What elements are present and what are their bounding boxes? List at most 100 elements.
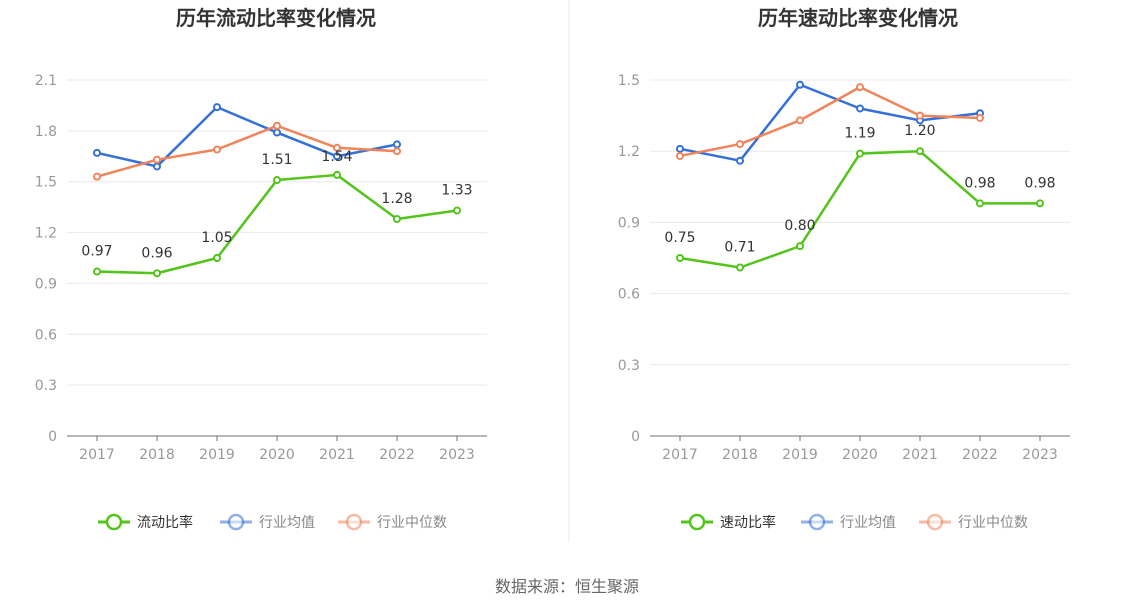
data-label: 0.80 xyxy=(784,218,815,234)
x-tick-label: 2017 xyxy=(662,447,698,463)
data-point xyxy=(153,269,161,278)
data-point xyxy=(976,199,984,208)
data-label: 0.71 xyxy=(724,239,755,255)
data-point xyxy=(856,149,864,158)
data-point xyxy=(856,83,864,92)
data-label: 0.96 xyxy=(141,245,172,261)
data-point xyxy=(796,242,804,251)
y-tick-label: 0.3 xyxy=(35,378,57,394)
legend-item-2[interactable]: 行业中位数 xyxy=(919,513,1028,531)
data-point xyxy=(333,143,341,152)
legend-marker-icon xyxy=(926,513,944,531)
legend-marker-icon xyxy=(808,513,826,531)
data-label: 1.33 xyxy=(441,183,472,199)
data-point xyxy=(976,113,984,122)
data-point xyxy=(916,111,924,120)
data-label: 0.97 xyxy=(81,244,112,260)
data-point xyxy=(93,148,101,157)
data-point xyxy=(273,128,281,137)
data-point xyxy=(333,170,341,179)
x-tick-label: 2023 xyxy=(439,447,475,463)
y-tick-label: 0 xyxy=(48,429,57,445)
data-label: 0.98 xyxy=(1024,175,1055,191)
y-tick-label: 1.5 xyxy=(618,73,640,89)
legend-label: 行业均值 xyxy=(259,515,315,531)
legend-item-1[interactable]: 行业均值 xyxy=(801,513,896,531)
legend: 流动比率 行业均值 行业中位数 xyxy=(98,513,447,531)
data-point xyxy=(393,140,401,149)
quick-ratio-chart: 历年速动比率变化情况 0 0.3 0.6 0.9 1.2 1.5 2017 2018 2019 2… xyxy=(618,6,1070,531)
x-tick-label: 2018 xyxy=(139,447,175,463)
data-point xyxy=(153,162,161,171)
y-tick-label: 1.5 xyxy=(35,175,57,191)
x-tick-label: 2020 xyxy=(259,447,295,463)
y-tick-label: 1.2 xyxy=(35,226,57,242)
data-point xyxy=(93,172,101,181)
data-point xyxy=(676,151,684,160)
x-tick-label: 2019 xyxy=(199,447,235,463)
data-point xyxy=(393,215,401,224)
legend-label: 行业均值 xyxy=(840,515,896,531)
x-tick-label: 2019 xyxy=(782,447,818,463)
data-label: 0.98 xyxy=(964,175,995,191)
data-point xyxy=(393,147,401,156)
data-point xyxy=(333,152,341,161)
data-point xyxy=(213,254,221,262)
x-tick-label: 2017 xyxy=(79,447,115,463)
legend-item-1[interactable]: 行业均值 xyxy=(220,513,315,531)
y-tick-label: 1.2 xyxy=(618,144,640,160)
y-tick-label: 0.9 xyxy=(618,215,640,231)
y-tick-label: 0 xyxy=(631,429,640,445)
legend-label: 流动比率 xyxy=(137,514,193,531)
y-tick-label: 1.8 xyxy=(35,124,57,140)
y-tick-label: 0.3 xyxy=(618,358,640,374)
data-point xyxy=(453,206,461,215)
data-point xyxy=(273,176,281,185)
data-point xyxy=(153,155,161,164)
legend-marker-icon xyxy=(105,513,123,531)
data-point xyxy=(273,121,281,130)
x-tick-label: 2020 xyxy=(842,447,878,463)
x-tick-label: 2023 xyxy=(1022,447,1058,463)
data-point xyxy=(736,140,744,149)
data-label: 1.05 xyxy=(201,230,232,246)
data-point xyxy=(736,156,744,165)
data-point xyxy=(676,144,684,153)
series-line-1 xyxy=(679,83,981,162)
legend-item-2[interactable]: 行业中位数 xyxy=(338,513,447,531)
data-label: 0.75 xyxy=(664,230,695,246)
legend-label: 行业中位数 xyxy=(377,515,447,531)
y-tick-label: 0.9 xyxy=(35,276,57,292)
chart-title: 历年流动比率变化情况 xyxy=(176,6,376,30)
x-tick-label: 2022 xyxy=(379,447,415,463)
series-line-1 xyxy=(96,105,398,168)
data-label: 1.28 xyxy=(381,191,412,207)
data-point xyxy=(736,263,744,272)
data-point xyxy=(1036,199,1044,208)
data-point xyxy=(856,104,864,113)
series-line-2 xyxy=(96,124,398,178)
data-label: 1.20 xyxy=(904,123,935,139)
data-point xyxy=(676,254,684,262)
legend-marker-icon xyxy=(688,513,706,531)
legend-marker-icon xyxy=(345,513,363,531)
data-label: 1.19 xyxy=(844,126,875,142)
legend-label: 行业中位数 xyxy=(958,515,1028,531)
data-point xyxy=(796,80,804,89)
data-label: 1.51 xyxy=(261,152,292,168)
legend-item-0[interactable]: 速动比率 xyxy=(681,513,776,531)
y-tick-label: 2.1 xyxy=(35,73,57,89)
y-tick-label: 0.6 xyxy=(618,287,640,303)
data-label: 1.54 xyxy=(321,149,352,165)
y-tick-label: 0.6 xyxy=(35,327,57,343)
legend-label: 速动比率 xyxy=(720,514,776,531)
legend-marker-icon xyxy=(227,513,245,531)
x-tick-label: 2021 xyxy=(902,447,938,463)
legend-item-0[interactable]: 流动比率 xyxy=(98,513,193,531)
series-line-2 xyxy=(679,85,981,158)
data-point xyxy=(916,147,924,156)
x-tick-label: 2018 xyxy=(722,447,758,463)
data-point xyxy=(796,116,804,125)
data-point xyxy=(93,267,101,276)
